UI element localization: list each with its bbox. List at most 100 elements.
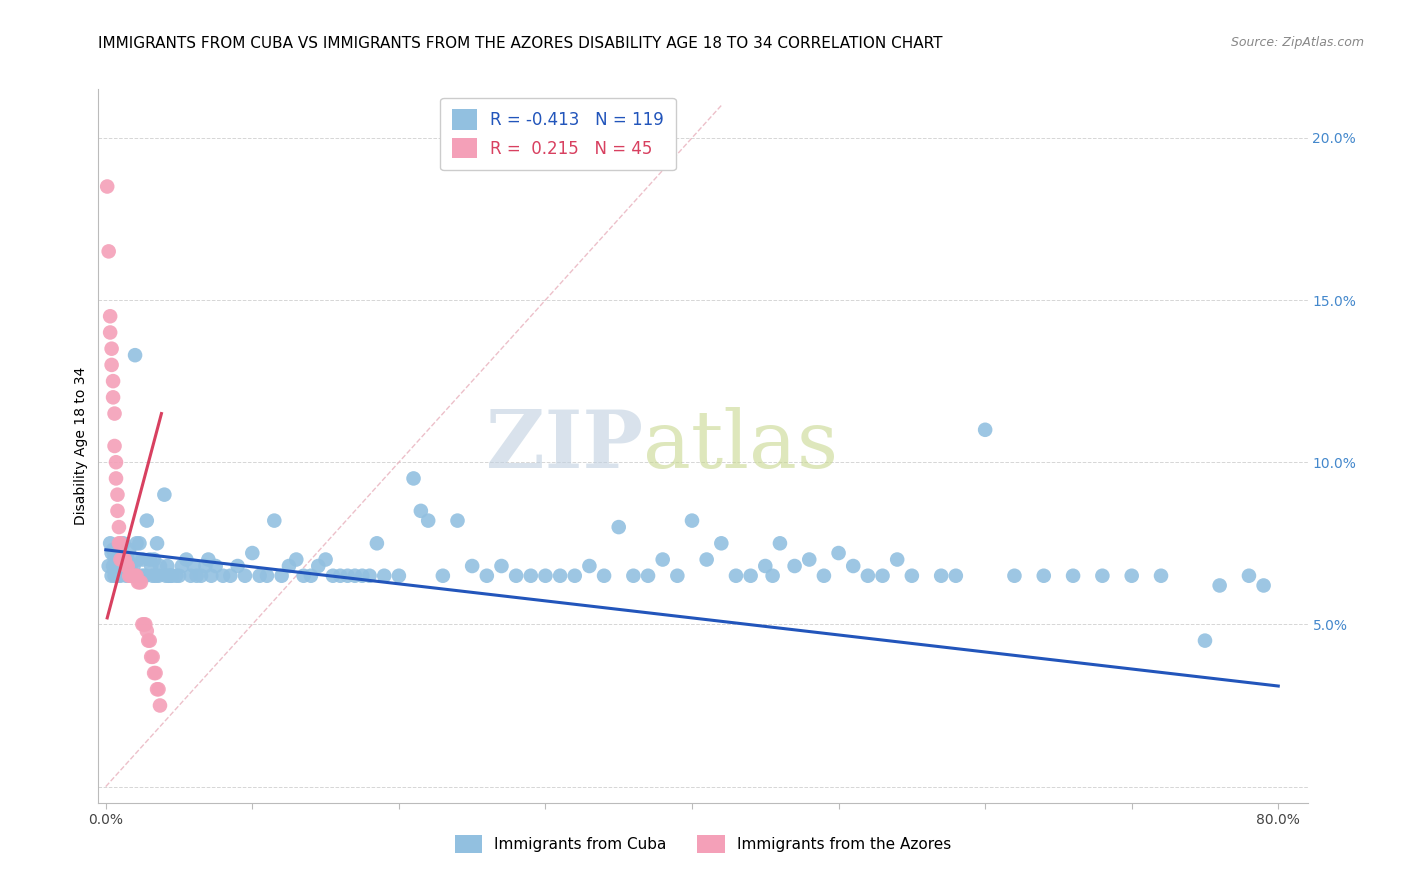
Point [127,552,149,566]
Point [278,559,301,574]
Point [108,559,131,574]
Point [1150,568,1173,582]
Point [1004,568,1026,582]
Point [432,568,454,582]
Point [336,568,359,582]
Point [194,559,217,574]
Point [167,568,190,582]
Point [103,568,125,582]
Point [142,568,165,582]
Point [724,568,747,582]
Point [145,568,167,582]
Point [842,559,865,574]
Point [813,568,835,582]
Point [1237,568,1260,582]
Point [120,568,142,582]
Point [666,568,689,582]
Point [607,520,630,534]
Point [233,568,256,582]
Point [212,568,235,582]
Point [157,568,180,582]
Point [548,568,571,582]
Point [409,504,432,518]
Point [131,617,153,632]
Point [101,374,124,388]
Point [165,568,187,582]
Point [114,552,136,566]
Point [107,504,129,518]
Point [219,568,242,582]
Point [111,559,134,574]
Point [240,546,263,560]
Point [226,559,249,574]
Point [285,552,308,566]
Point [110,536,132,550]
Point [186,568,208,582]
Point [97,244,120,259]
Point [101,559,124,574]
Text: IMMIGRANTS FROM CUBA VS IMMIGRANTS FROM THE AZORES DISABILITY AGE 18 TO 34 CORRE: IMMIGRANTS FROM CUBA VS IMMIGRANTS FROM … [98,36,943,51]
Point [200,568,222,582]
Point [110,552,132,566]
Point [125,568,148,582]
Point [159,568,181,582]
Point [117,559,139,574]
Point [100,568,122,582]
Y-axis label: Disability Age 18 to 34: Disability Age 18 to 34 [75,367,89,525]
Point [127,575,149,590]
Point [124,568,146,582]
Point [343,568,366,582]
Point [101,542,124,557]
Point [827,546,849,560]
Point [1253,578,1275,592]
Point [118,568,141,582]
Point [621,568,644,582]
Point [176,552,198,566]
Point [520,568,543,582]
Point [146,536,169,550]
Point [461,559,484,574]
Point [872,568,894,582]
Point [129,568,152,582]
Point [143,666,166,681]
Point [124,348,146,362]
Point [359,568,381,582]
Point [183,559,205,574]
Point [108,546,131,560]
Point [1194,633,1216,648]
Point [115,568,138,582]
Point [108,536,131,550]
Point [564,568,586,582]
Point [129,575,152,590]
Point [366,536,388,550]
Point [135,624,157,638]
Point [929,568,952,582]
Point [142,649,165,664]
Point [491,559,513,574]
Point [121,568,143,582]
Point [696,552,718,566]
Point [120,559,142,574]
Point [107,552,129,566]
Point [170,559,193,574]
Point [783,559,806,574]
Point [115,559,138,574]
Point [263,514,285,528]
Point [148,568,170,582]
Point [901,568,924,582]
Text: atlas: atlas [643,407,838,485]
Point [945,568,967,582]
Point [103,407,125,421]
Point [681,514,703,528]
Point [96,179,118,194]
Point [1032,568,1054,582]
Point [710,536,733,550]
Point [103,549,125,564]
Point [100,546,122,560]
Point [128,575,150,590]
Point [114,552,136,566]
Point [886,552,908,566]
Point [505,568,527,582]
Point [134,568,156,582]
Point [131,552,153,566]
